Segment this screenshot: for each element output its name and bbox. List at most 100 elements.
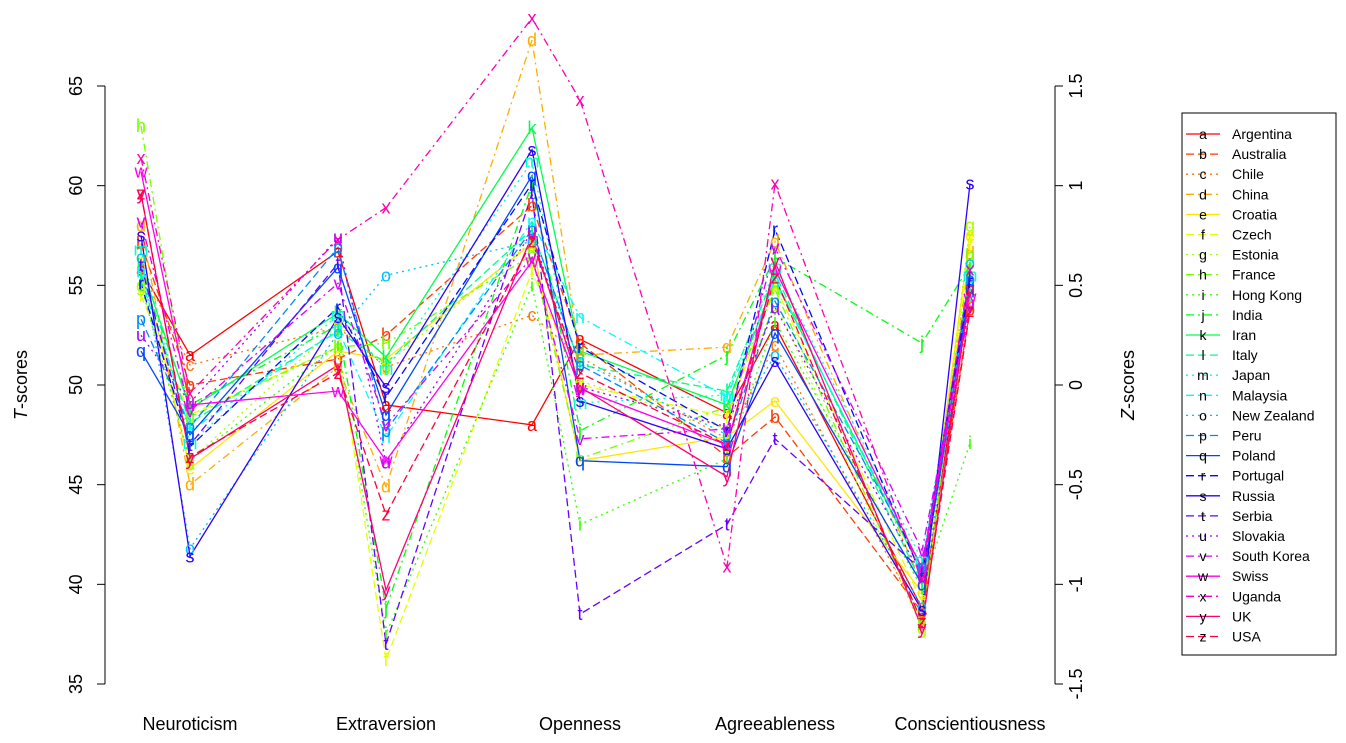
- point-new-zealand-6: o: [722, 425, 732, 445]
- point-italy-5: l: [578, 355, 582, 375]
- series-line-uganda: [140, 17, 971, 581]
- point-poland-1: q: [185, 425, 195, 445]
- legend-label-uganda: Uganda: [1232, 588, 1281, 604]
- point-poland-0: q: [136, 341, 146, 361]
- point-japan-1: m: [183, 433, 198, 453]
- legend-letter-uganda: x: [1200, 588, 1207, 604]
- point-south-korea-2: v: [334, 273, 343, 293]
- right-tick-label: 1: [1066, 181, 1086, 191]
- point-serbia-4: t: [529, 184, 534, 204]
- legend-letter-poland: q: [1199, 448, 1207, 464]
- point-czech-6: f: [724, 407, 730, 427]
- point-japan-0: m: [134, 239, 149, 259]
- point-poland-5: q: [575, 451, 585, 471]
- point-swiss-5: w: [573, 379, 588, 399]
- point-croatia-7: e: [770, 391, 780, 411]
- point-chile-8: c: [918, 610, 927, 630]
- point-new-zealand-8: o: [917, 596, 927, 616]
- point-peru-8: p: [917, 556, 927, 576]
- legend-letter-argentina: a: [1199, 126, 1207, 142]
- point-czech-5: f: [577, 375, 583, 395]
- point-estonia-5: g: [575, 371, 585, 391]
- point-india-4: j: [529, 174, 534, 194]
- point-india-9: j: [967, 255, 972, 275]
- point-australia-8: b: [917, 602, 927, 622]
- legend-label-chile: Chile: [1232, 166, 1264, 182]
- right-tick-label: -1.5: [1066, 668, 1086, 699]
- point-italy-8: l: [920, 574, 924, 594]
- point-argentina-5: a: [575, 329, 586, 349]
- point-uk-1: y: [186, 449, 195, 469]
- point-swiss-9: w: [963, 287, 978, 307]
- point-peru-3: p: [381, 421, 391, 441]
- point-peru-9: p: [965, 269, 975, 289]
- legend-label-swiss: Swiss: [1232, 568, 1269, 584]
- point-croatia-8: e: [917, 582, 927, 602]
- category-label-openness: Openness: [539, 714, 621, 734]
- point-peru-0: p: [136, 309, 146, 329]
- point-chile-7: c: [771, 335, 780, 355]
- point-uganda-7: x: [771, 174, 780, 194]
- point-japan-9: m: [963, 265, 978, 285]
- point-czech-1: f: [187, 405, 193, 425]
- point-italy-6: l: [725, 381, 729, 401]
- point-malaysia-0: n: [136, 261, 146, 281]
- legend-label-croatia: Croatia: [1232, 206, 1277, 222]
- point-malaysia-8: n: [917, 558, 927, 578]
- legend-label-poland: Poland: [1232, 448, 1276, 464]
- point-france-1: h: [185, 407, 195, 427]
- point-argentina-7: a: [770, 315, 781, 335]
- left-tick-label: 40: [66, 574, 86, 594]
- series-line-iran: [140, 126, 971, 575]
- point-uk-3: y: [382, 580, 391, 600]
- point-new-zealand-3: o: [381, 265, 391, 285]
- point-china-8: d: [917, 574, 927, 594]
- point-portugal-0: r: [138, 273, 144, 293]
- point-new-zealand-0: o: [136, 247, 146, 267]
- point-usa-0: z: [137, 184, 146, 204]
- point-slovakia-4: u: [527, 222, 537, 242]
- point-portugal-1: r: [187, 437, 193, 457]
- legend-letter-hong-kong: i: [1201, 287, 1204, 303]
- point-new-zealand-9: o: [965, 253, 975, 273]
- point-malaysia-6: n: [722, 387, 732, 407]
- legend-label-slovakia: Slovakia: [1232, 528, 1285, 544]
- category-label-conscientiousness: Conscientiousness: [894, 714, 1045, 734]
- point-uk-9: y: [966, 279, 975, 299]
- legend-letter-australia: b: [1199, 146, 1207, 162]
- point-czech-7: f: [772, 275, 778, 295]
- point-usa-2: z: [334, 363, 343, 383]
- legend-letter-italy: l: [1201, 347, 1204, 363]
- point-serbia-2: t: [335, 253, 340, 273]
- point-hong-kong-2: i: [336, 335, 340, 355]
- point-uganda-0: x: [137, 148, 146, 168]
- point-india-7: j: [772, 247, 777, 267]
- point-estonia-1: g: [185, 451, 195, 471]
- series-line-hong-kong: [140, 283, 971, 637]
- point-usa-5: z: [576, 363, 585, 383]
- legend-letter-chile: c: [1200, 166, 1207, 182]
- point-croatia-4: e: [527, 233, 537, 253]
- series-line-usa: [140, 193, 971, 625]
- point-chile-0: c: [137, 257, 146, 277]
- point-slovakia-7: u: [770, 297, 780, 317]
- series-line-china: [140, 39, 971, 587]
- point-chile-3: c: [382, 357, 391, 377]
- right-tick-label: 0.5: [1066, 273, 1086, 298]
- legend-label-serbia: Serbia: [1232, 508, 1273, 524]
- point-estonia-2: g: [333, 315, 343, 335]
- point-usa-6: z: [723, 435, 732, 455]
- legend-label-india: India: [1232, 307, 1263, 323]
- point-chile-5: c: [576, 347, 585, 367]
- point-argentina-6: a: [722, 403, 733, 423]
- point-italy-9: l: [968, 285, 972, 305]
- series-line-swiss: [140, 171, 971, 571]
- axes: 35 40 45 50 55 60 65 T-scores -1.5 -1 -0.5 0 0.5 1 1.5…: [11, 73, 1138, 734]
- legend-label-australia: Australia: [1232, 146, 1287, 162]
- point-south-korea-6: v: [723, 419, 732, 439]
- legend-label-south-korea: South Korea: [1232, 548, 1310, 564]
- point-slovakia-6: u: [722, 417, 732, 437]
- series-line-russia: [140, 148, 971, 613]
- legend-label-peru: Peru: [1232, 428, 1262, 444]
- point-russia-4: s: [528, 140, 537, 160]
